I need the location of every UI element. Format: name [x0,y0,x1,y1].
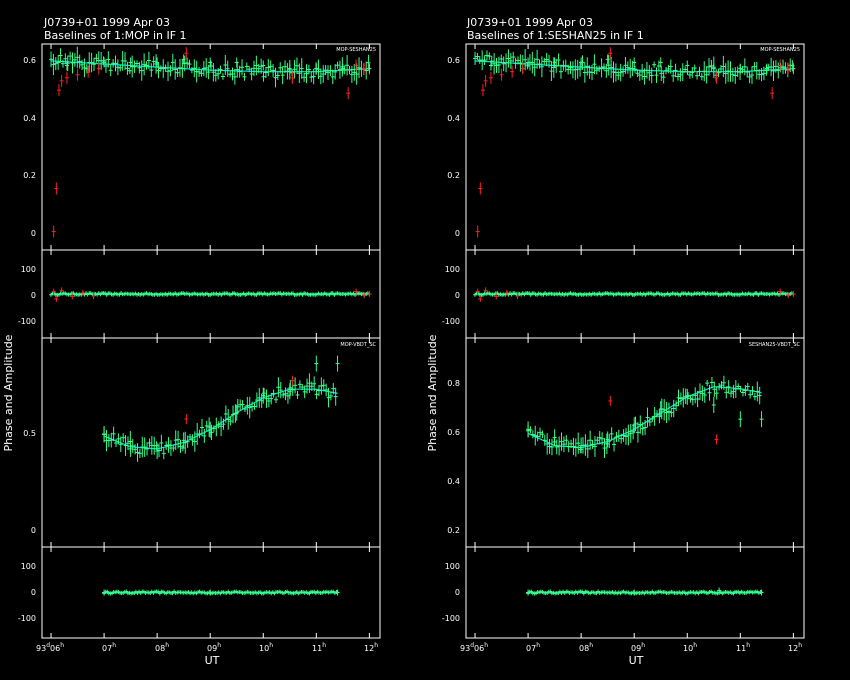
left-x-tick: 12h [364,642,378,653]
left-phase1-tick: -100 [18,317,36,326]
left-x-tick: 08h [155,642,169,653]
right-phase2-tick: -100 [442,614,460,623]
left-x-tick: 93d06h [36,642,64,653]
left-x-tick-labels: 93d06h 07h 08h 09h 10h 11h 12h [36,642,378,653]
left-phase1-tick: 0 [31,291,36,300]
right-amp2-tick: 0.4 [447,477,460,486]
left-x-tick: 11h [312,642,326,653]
right-baseline2-label: SESHAN25-VBDT_SC [749,342,801,348]
right-panel: J0739+01 1999 Apr 03 Baselines of 1:SESH… [426,16,805,667]
right-header-line1: J0739+01 1999 Apr 03 [466,16,593,29]
left-amp1-tick: 0 [31,229,36,238]
right-x-tick: 08h [579,642,593,653]
right-phase2-frame [465,546,805,639]
right-header-line2: Baselines of 1:SESHAN25 in IF 1 [467,29,644,42]
right-xlabel: UT [629,654,644,667]
left-amp1-tick: 0.4 [23,114,36,123]
left-baseline1-label: MOP-SESHAN25 [336,47,376,53]
right-phase2-tick: 0 [455,588,460,597]
left-phase2-tick: -100 [18,614,36,623]
right-x-tick: 11h [736,642,750,653]
right-phase1-tick: 0 [455,291,460,300]
right-amp2-tick: 0.2 [447,526,460,535]
left-header-line1: J0739+01 1999 Apr 03 [43,16,170,29]
left-x-tick: 09h [207,642,221,653]
left-header-line2: Baselines of 1:MOP in IF 1 [44,29,187,42]
right-phase2-tick: 100 [445,562,460,571]
right-amp1-tick: 0.4 [447,114,460,123]
left-amp1-frame [41,43,381,251]
left-phase2-tick: 0 [31,588,36,597]
left-amp2-tick: 0.5 [23,429,36,438]
right-x-tick-labels: 93d06h 07h 08h 09h 10h 11h 12h [460,642,802,653]
left-phase2-tick: 100 [21,562,36,571]
right-amp1-tick: 0.2 [447,171,460,180]
chart-marks [49,44,796,638]
left-panel: J0739+01 1999 Apr 03 Baselines of 1:MOP … [2,16,381,667]
right-x-tick: 10h [683,642,697,653]
right-amp1-tick: 0.6 [447,56,460,65]
right-phase1-tick: 100 [445,265,460,274]
left-amp1-tick: 0.2 [23,171,36,180]
left-baseline2-label: MOP-VBDT_SC [340,342,376,348]
right-x-tick: 07h [526,642,540,653]
right-x-tick: 12h [788,642,802,653]
left-xlabel: UT [205,654,220,667]
right-amp2-frame [465,337,805,548]
left-ylabel: Phase and Amplitude [2,334,15,451]
right-phase1-tick: -100 [442,317,460,326]
right-x-tick: 93d06h [460,642,488,653]
left-phase2-frame [41,546,381,639]
right-baseline1-label: MOP-SESHAN25 [760,47,800,53]
right-x-tick: 09h [631,642,645,653]
left-amp2-frame [41,337,381,548]
left-x-tick: 10h [259,642,273,653]
right-amp2-tick: 0.6 [447,428,460,437]
left-amp1-tick: 0.6 [23,56,36,65]
right-amp2-tick: 0.8 [447,379,460,388]
left-x-tick: 07h [102,642,116,653]
right-amp1-tick: 0 [455,229,460,238]
right-ylabel: Phase and Amplitude [426,334,439,451]
left-phase1-tick: 100 [21,265,36,274]
left-amp2-tick: 0 [31,526,36,535]
